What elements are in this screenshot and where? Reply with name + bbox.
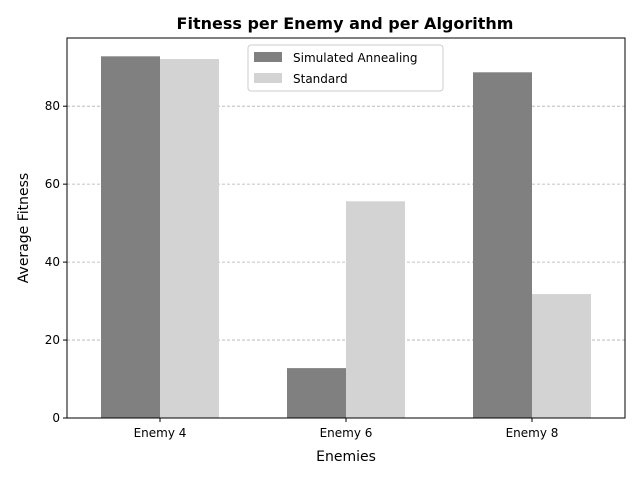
x-tick-label: Enemy 8: [506, 426, 559, 440]
bar-simulated-annealing-enemy-6: [287, 368, 346, 418]
y-tick-label: 20: [45, 333, 60, 347]
x-axis-ticks: Enemy 4 Enemy 6 Enemy 8: [134, 418, 559, 440]
bar-standard-enemy-6: [346, 201, 405, 418]
y-axis-title: Average Fitness: [16, 173, 32, 283]
y-tick-label: 0: [52, 411, 60, 425]
y-axis-ticks: 0 20 40 60 80: [45, 99, 67, 425]
x-tick-label: Enemy 6: [320, 426, 373, 440]
legend-label: Standard: [293, 72, 348, 86]
y-tick-label: 40: [45, 255, 60, 269]
y-tick-label: 60: [45, 177, 60, 191]
x-axis-title: Enemies: [316, 449, 376, 465]
bar-simulated-annealing-enemy-8: [473, 72, 532, 419]
bar-simulated-annealing-enemy-4: [101, 56, 160, 419]
legend-swatch: [254, 52, 282, 62]
legend-box: [247, 44, 444, 92]
legend: Simulated Annealing Standard: [247, 44, 444, 92]
bar-standard-enemy-8: [532, 294, 591, 418]
y-tick-label: 80: [45, 99, 60, 113]
bar-standard-enemy-4: [160, 59, 219, 419]
chart-title: Fitness per Enemy and per Algorithm: [177, 14, 514, 33]
x-tick-label: Enemy 4: [134, 426, 187, 440]
legend-swatch: [254, 73, 282, 83]
bars: [101, 56, 591, 419]
legend-label: Simulated Annealing: [293, 51, 418, 65]
